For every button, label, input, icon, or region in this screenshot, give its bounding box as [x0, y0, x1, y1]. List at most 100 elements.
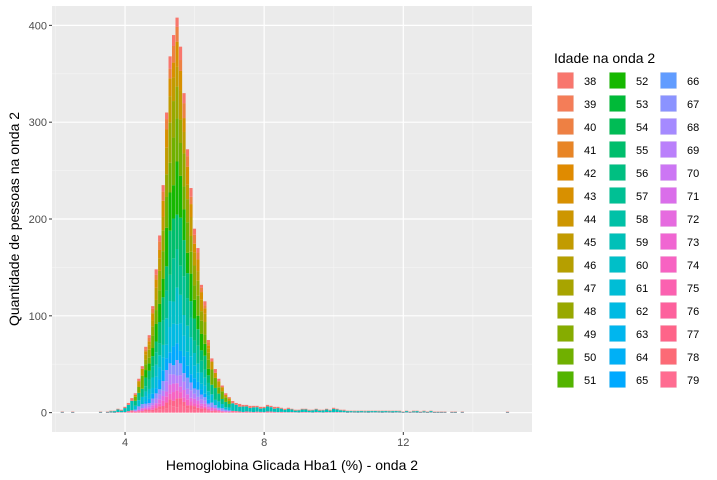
legend-item: 51	[557, 371, 596, 388]
bar-segment	[182, 381, 186, 390]
bar-segment	[189, 382, 193, 391]
histogram-bar	[105, 411, 110, 413]
bar-segment	[425, 411, 430, 413]
bar-segment	[335, 412, 339, 413]
bar-segment	[203, 410, 207, 413]
bar-segment	[203, 393, 207, 398]
bar-segment	[178, 375, 183, 387]
bar-segment	[412, 410, 416, 412]
bar-segment	[185, 222, 190, 253]
histogram-bar	[342, 409, 346, 413]
legend-item: 50	[557, 348, 596, 365]
bar-segment	[168, 363, 172, 375]
bar-segment	[185, 405, 190, 409]
bar-segment	[137, 381, 141, 387]
legend-item: 72	[660, 210, 699, 227]
bar-segment	[206, 382, 210, 392]
bar-segment	[196, 295, 200, 316]
legend-item: 45	[557, 233, 596, 250]
bar-segment	[137, 392, 141, 401]
bar-segment	[185, 399, 190, 406]
bar-segment	[405, 411, 409, 413]
histogram-bar	[265, 404, 270, 413]
bar-segment	[147, 407, 151, 410]
legend-label: 50	[584, 352, 596, 364]
x-tick-label: 12	[397, 437, 409, 449]
bar-segment	[248, 411, 252, 413]
legend-key	[660, 348, 677, 365]
bar-segment	[185, 298, 190, 326]
bar-segment	[182, 356, 186, 374]
histogram-bar	[252, 405, 256, 413]
bar-segment	[210, 402, 214, 408]
bar-segment	[185, 156, 190, 167]
legend-item: 48	[557, 302, 596, 319]
histogram-bar	[238, 403, 242, 413]
legend-key	[609, 279, 626, 296]
bar-segment	[168, 352, 172, 364]
bar-segment	[178, 175, 183, 218]
legend-label: 56	[636, 168, 648, 180]
bar-segment	[144, 411, 148, 413]
bar-segment	[137, 386, 141, 393]
bar-segment	[158, 322, 162, 344]
bar-segment	[175, 66, 179, 87]
bar-segment	[175, 161, 179, 215]
legend-label: 77	[687, 329, 699, 341]
bar-segment	[137, 378, 141, 382]
bar-segment	[231, 410, 235, 413]
legend-item: 43	[557, 187, 596, 204]
legend-key	[557, 348, 574, 365]
y-tick-label: 300	[29, 117, 47, 129]
bar-segment	[185, 252, 190, 274]
bar-segment	[206, 403, 210, 406]
legend-item: 76	[660, 302, 699, 319]
bar-segment	[206, 348, 210, 353]
bar-segment	[199, 284, 204, 288]
bar-segment	[227, 411, 231, 413]
legend-key	[609, 210, 626, 227]
legend-key	[609, 187, 626, 204]
bar-segment	[172, 45, 176, 63]
y-tick-label: 0	[41, 408, 47, 420]
legend-label: 73	[687, 237, 699, 249]
legend-key	[557, 371, 574, 388]
bar-segment	[158, 270, 162, 291]
bar-segment	[189, 317, 193, 338]
bar-segment	[147, 337, 151, 342]
bar-segment	[238, 406, 242, 412]
bar-segment	[60, 411, 64, 413]
histogram-bar	[418, 411, 423, 413]
bar-segment	[189, 401, 193, 406]
legend-key	[609, 141, 626, 158]
bar-segment	[252, 412, 256, 413]
bar-segment	[147, 411, 151, 413]
bar-segment	[206, 405, 210, 408]
bar-segment	[258, 406, 263, 409]
bar-segment	[151, 308, 155, 314]
legend-label: 74	[687, 260, 699, 272]
bar-segment	[192, 398, 197, 404]
bar-segment	[332, 408, 336, 413]
bar-segment	[192, 388, 197, 394]
bar-segment	[265, 411, 270, 413]
bar-segment	[203, 406, 207, 409]
legend-label: 49	[584, 329, 596, 341]
bar-segment	[189, 273, 193, 302]
bar-segment	[258, 411, 263, 413]
legend-key	[660, 95, 677, 112]
legend-item: 53	[609, 95, 648, 112]
bar-segment	[217, 378, 221, 382]
bar-segment	[161, 344, 165, 358]
bar-segment	[105, 411, 110, 413]
bar-segment	[387, 411, 391, 413]
bar-segment	[199, 360, 204, 373]
bar-segment	[144, 349, 148, 352]
legend-item: 61	[609, 279, 648, 296]
bar-segment	[217, 407, 221, 410]
bar-segment	[196, 248, 200, 253]
bar-segment	[165, 174, 169, 197]
bar-segment	[175, 375, 179, 384]
bar-segment	[154, 323, 158, 342]
bar-segment	[196, 271, 200, 281]
